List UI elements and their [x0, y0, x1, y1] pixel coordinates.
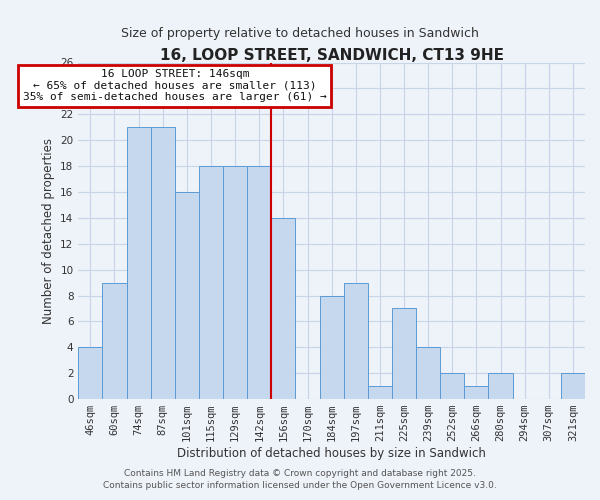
Bar: [127, 127, 151, 399]
Bar: [440, 373, 464, 399]
Y-axis label: Number of detached properties: Number of detached properties: [41, 138, 55, 324]
Bar: [271, 218, 295, 399]
Bar: [247, 166, 271, 399]
Text: 16 LOOP STREET: 146sqm
← 65% of detached houses are smaller (113)
35% of semi-de: 16 LOOP STREET: 146sqm ← 65% of detached…: [23, 69, 326, 102]
Title: 16, LOOP STREET, SANDWICH, CT13 9HE: 16, LOOP STREET, SANDWICH, CT13 9HE: [160, 48, 503, 62]
Bar: [79, 348, 103, 399]
Bar: [103, 282, 127, 399]
Text: Size of property relative to detached houses in Sandwich: Size of property relative to detached ho…: [121, 28, 479, 40]
Bar: [320, 296, 344, 399]
Text: Contains HM Land Registry data © Crown copyright and database right 2025.
Contai: Contains HM Land Registry data © Crown c…: [103, 469, 497, 490]
Bar: [464, 386, 488, 399]
Bar: [175, 192, 199, 399]
Bar: [344, 282, 368, 399]
Bar: [151, 127, 175, 399]
Bar: [199, 166, 223, 399]
Bar: [488, 373, 512, 399]
Bar: [223, 166, 247, 399]
Bar: [561, 373, 585, 399]
X-axis label: Distribution of detached houses by size in Sandwich: Distribution of detached houses by size …: [177, 447, 486, 460]
Bar: [368, 386, 392, 399]
Bar: [416, 348, 440, 399]
Bar: [392, 308, 416, 399]
